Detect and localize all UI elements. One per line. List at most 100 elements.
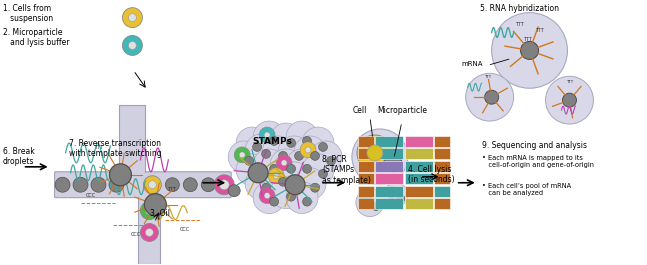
Circle shape [253, 149, 285, 181]
Text: CCC: CCC [85, 193, 96, 198]
Circle shape [166, 178, 179, 192]
Bar [358, 198, 374, 209]
Circle shape [397, 195, 405, 203]
Circle shape [270, 123, 302, 155]
Circle shape [303, 197, 311, 206]
Circle shape [55, 177, 70, 192]
Bar [405, 198, 433, 209]
Bar [434, 148, 450, 159]
Bar [405, 148, 433, 159]
Circle shape [384, 154, 402, 172]
Circle shape [367, 145, 383, 161]
Text: Cell: Cell [353, 106, 367, 115]
Text: TTT: TTT [168, 187, 176, 192]
FancyBboxPatch shape [54, 172, 231, 198]
Circle shape [545, 76, 593, 124]
Bar [375, 161, 403, 172]
Circle shape [236, 154, 268, 186]
Circle shape [239, 152, 245, 158]
Circle shape [318, 169, 327, 178]
Text: 7. Reverse transcription
with template switching: 7. Reverse transcription with template s… [69, 139, 161, 158]
Circle shape [140, 202, 159, 219]
Circle shape [270, 197, 279, 206]
Circle shape [562, 93, 576, 107]
Circle shape [466, 73, 514, 121]
Circle shape [234, 147, 250, 163]
Circle shape [279, 151, 287, 160]
Circle shape [485, 90, 499, 104]
Circle shape [264, 132, 270, 138]
Text: mRNA: mRNA [462, 61, 483, 67]
Text: 1. Cells from
   suspension: 1. Cells from suspension [3, 4, 53, 23]
Circle shape [384, 183, 408, 207]
Circle shape [285, 175, 305, 195]
Bar [434, 161, 450, 172]
Circle shape [245, 156, 254, 165]
Bar [375, 136, 403, 147]
Circle shape [264, 193, 270, 199]
Text: 8. PCR
(STAMPs
as template): 8. PCR (STAMPs as template) [322, 155, 371, 185]
Circle shape [270, 164, 279, 173]
Circle shape [311, 151, 320, 160]
Circle shape [259, 127, 275, 143]
Circle shape [310, 141, 342, 173]
Circle shape [276, 155, 292, 171]
Bar [434, 198, 450, 209]
Circle shape [91, 177, 106, 192]
Circle shape [302, 154, 334, 186]
Circle shape [146, 207, 153, 215]
Bar [434, 173, 450, 184]
Circle shape [270, 177, 302, 209]
Circle shape [302, 127, 334, 159]
Circle shape [294, 136, 326, 168]
Circle shape [492, 13, 567, 88]
Bar [405, 161, 433, 172]
Circle shape [214, 175, 234, 195]
Circle shape [273, 173, 279, 179]
Circle shape [300, 142, 316, 158]
Bar [120, 105, 146, 185]
Circle shape [311, 183, 320, 192]
Circle shape [236, 127, 268, 159]
Circle shape [248, 163, 268, 183]
Circle shape [140, 223, 159, 241]
Bar [434, 136, 450, 147]
Circle shape [122, 36, 142, 55]
Circle shape [303, 164, 311, 173]
Circle shape [318, 143, 327, 151]
Circle shape [294, 177, 303, 186]
Circle shape [270, 136, 279, 145]
Circle shape [278, 136, 310, 168]
Text: 5. RNA hybridization: 5. RNA hybridization [479, 4, 558, 13]
Circle shape [252, 143, 261, 151]
Text: 6. Break
droplets: 6. Break droplets [3, 147, 34, 166]
Text: TTT: TTT [484, 75, 491, 79]
Circle shape [286, 149, 318, 181]
Circle shape [144, 194, 166, 215]
Circle shape [122, 8, 142, 28]
Circle shape [286, 121, 318, 153]
Circle shape [327, 156, 336, 165]
Circle shape [287, 164, 296, 173]
Circle shape [219, 180, 229, 190]
Bar [434, 186, 450, 197]
Circle shape [286, 182, 318, 214]
Bar [405, 173, 433, 184]
Circle shape [287, 192, 296, 201]
Circle shape [357, 135, 393, 171]
Text: TTT: TTT [566, 80, 573, 84]
Circle shape [372, 203, 380, 211]
Circle shape [261, 183, 270, 192]
Text: Microparticle: Microparticle [377, 106, 427, 115]
Bar [358, 136, 374, 147]
Bar [358, 186, 374, 197]
Circle shape [253, 182, 285, 214]
Circle shape [386, 187, 398, 199]
Bar [375, 198, 403, 209]
Bar [358, 173, 374, 184]
Circle shape [148, 181, 157, 189]
Circle shape [268, 168, 284, 184]
Circle shape [270, 149, 302, 181]
Circle shape [253, 121, 285, 153]
Circle shape [303, 136, 311, 145]
